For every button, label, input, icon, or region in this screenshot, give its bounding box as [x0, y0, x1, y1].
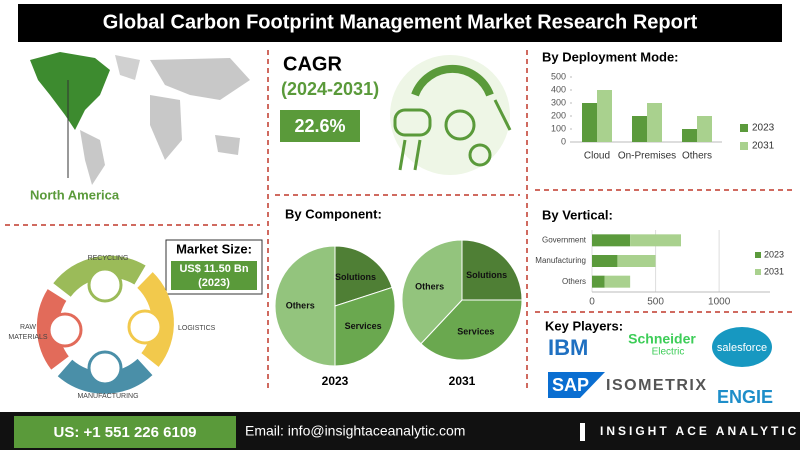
bar — [592, 255, 618, 267]
phone-box — [14, 416, 236, 448]
pie-label: 2031 — [449, 374, 476, 388]
chart-title: By Vertical: — [542, 207, 613, 222]
cycle-label: RAW — [20, 324, 36, 331]
logo: ISOMETRIX — [606, 377, 708, 394]
footer-brand: INSIGHT ACE ANALYTIC — [600, 424, 799, 438]
bar — [592, 275, 605, 288]
pie-slice — [334, 245, 393, 307]
logo-shape — [548, 372, 605, 398]
y-tick-label: Government — [542, 235, 587, 244]
cycle-label: MATERIALS — [8, 334, 47, 341]
x-tick-label: Others — [682, 151, 712, 162]
cagr-value: 22.6% — [294, 116, 345, 136]
region-label: North America — [30, 187, 120, 202]
bar — [597, 90, 612, 142]
pie-slice — [461, 239, 523, 301]
market-size-label: Market Size: — [176, 241, 252, 256]
page-title: Global Carbon Footprint Management Marke… — [103, 11, 698, 33]
legend-swatch — [755, 252, 761, 258]
y-tick-label: 500 — [551, 71, 566, 81]
bar — [592, 234, 631, 247]
cycle-label: MANUFACTURING — [77, 393, 138, 400]
bar — [604, 275, 631, 288]
pie-slice — [334, 286, 396, 367]
x-tick-label: 500 — [647, 297, 664, 308]
logo-cloud — [712, 327, 772, 367]
logo: ENGIE — [717, 387, 773, 407]
footer-phone: US: +1 551 226 6109 — [53, 424, 196, 441]
logo: IBM — [548, 335, 588, 360]
bar — [632, 116, 647, 142]
x-tick-label: On-Premises — [618, 151, 676, 162]
legend-swatch — [755, 269, 761, 275]
pie-slice — [401, 239, 463, 345]
slice-label: Services — [457, 326, 494, 336]
slice-label: Solutions — [335, 272, 376, 282]
y-tick-label: Manufacturing — [535, 256, 586, 265]
bar — [682, 129, 697, 142]
legend-swatch — [740, 142, 748, 150]
logo: Electric — [652, 347, 685, 358]
carbon-icon — [390, 55, 512, 175]
pie-label: 2023 — [322, 374, 349, 388]
bar — [697, 116, 712, 142]
slice-label: Others — [415, 282, 444, 292]
key-players-title: Key Players: — [545, 318, 623, 333]
legend-label: 2031 — [764, 266, 784, 276]
cycle-label: LOGISTICS — [178, 325, 216, 332]
y-tick-label: 0 — [561, 136, 566, 146]
y-tick-label: 200 — [551, 110, 566, 120]
y-tick-label: 100 — [551, 123, 566, 133]
market-size-year: (2023) — [198, 277, 230, 289]
footer-email: Email: info@insightaceanalytic.com — [245, 423, 465, 439]
logo: salesforce — [717, 342, 767, 354]
bar — [647, 103, 662, 142]
x-tick-label: 0 — [589, 297, 595, 308]
legend-label: 2031 — [752, 141, 775, 152]
slice-label: Services — [345, 321, 382, 331]
header-bar — [18, 4, 782, 42]
cycle-label: RECYCLING — [88, 255, 129, 262]
legend-swatch — [740, 124, 748, 132]
market-size-frame — [165, 239, 263, 295]
market-size-value: US$ 11.50 Bn — [179, 263, 248, 275]
logo: Schneider — [628, 331, 696, 347]
bar — [617, 255, 656, 267]
chart-title: By Component: — [285, 206, 382, 221]
x-tick-label: Cloud — [584, 151, 610, 162]
cagr-label: CAGR — [283, 53, 342, 75]
market-size-box — [171, 261, 257, 290]
bar — [630, 234, 681, 247]
legend-label: 2023 — [764, 249, 784, 259]
y-tick-label: 400 — [551, 84, 566, 94]
cycle-diagram — [36, 255, 174, 394]
x-tick-label: 1000 — [708, 297, 731, 308]
brand-mark — [580, 423, 585, 441]
pie-slice — [274, 245, 336, 367]
y-tick-label: Others — [562, 277, 586, 286]
slice-label: Solutions — [466, 270, 507, 280]
pie-slice — [420, 299, 523, 361]
cagr-box — [280, 110, 360, 142]
y-tick-label: 300 — [551, 97, 566, 107]
logo: SAP — [552, 375, 589, 395]
chart-title: By Deployment Mode: — [542, 49, 679, 64]
slice-label: Others — [286, 300, 315, 310]
cagr-period: (2024-2031) — [281, 79, 379, 99]
world-map — [30, 52, 250, 185]
bar — [582, 103, 597, 142]
legend-label: 2023 — [752, 123, 775, 134]
